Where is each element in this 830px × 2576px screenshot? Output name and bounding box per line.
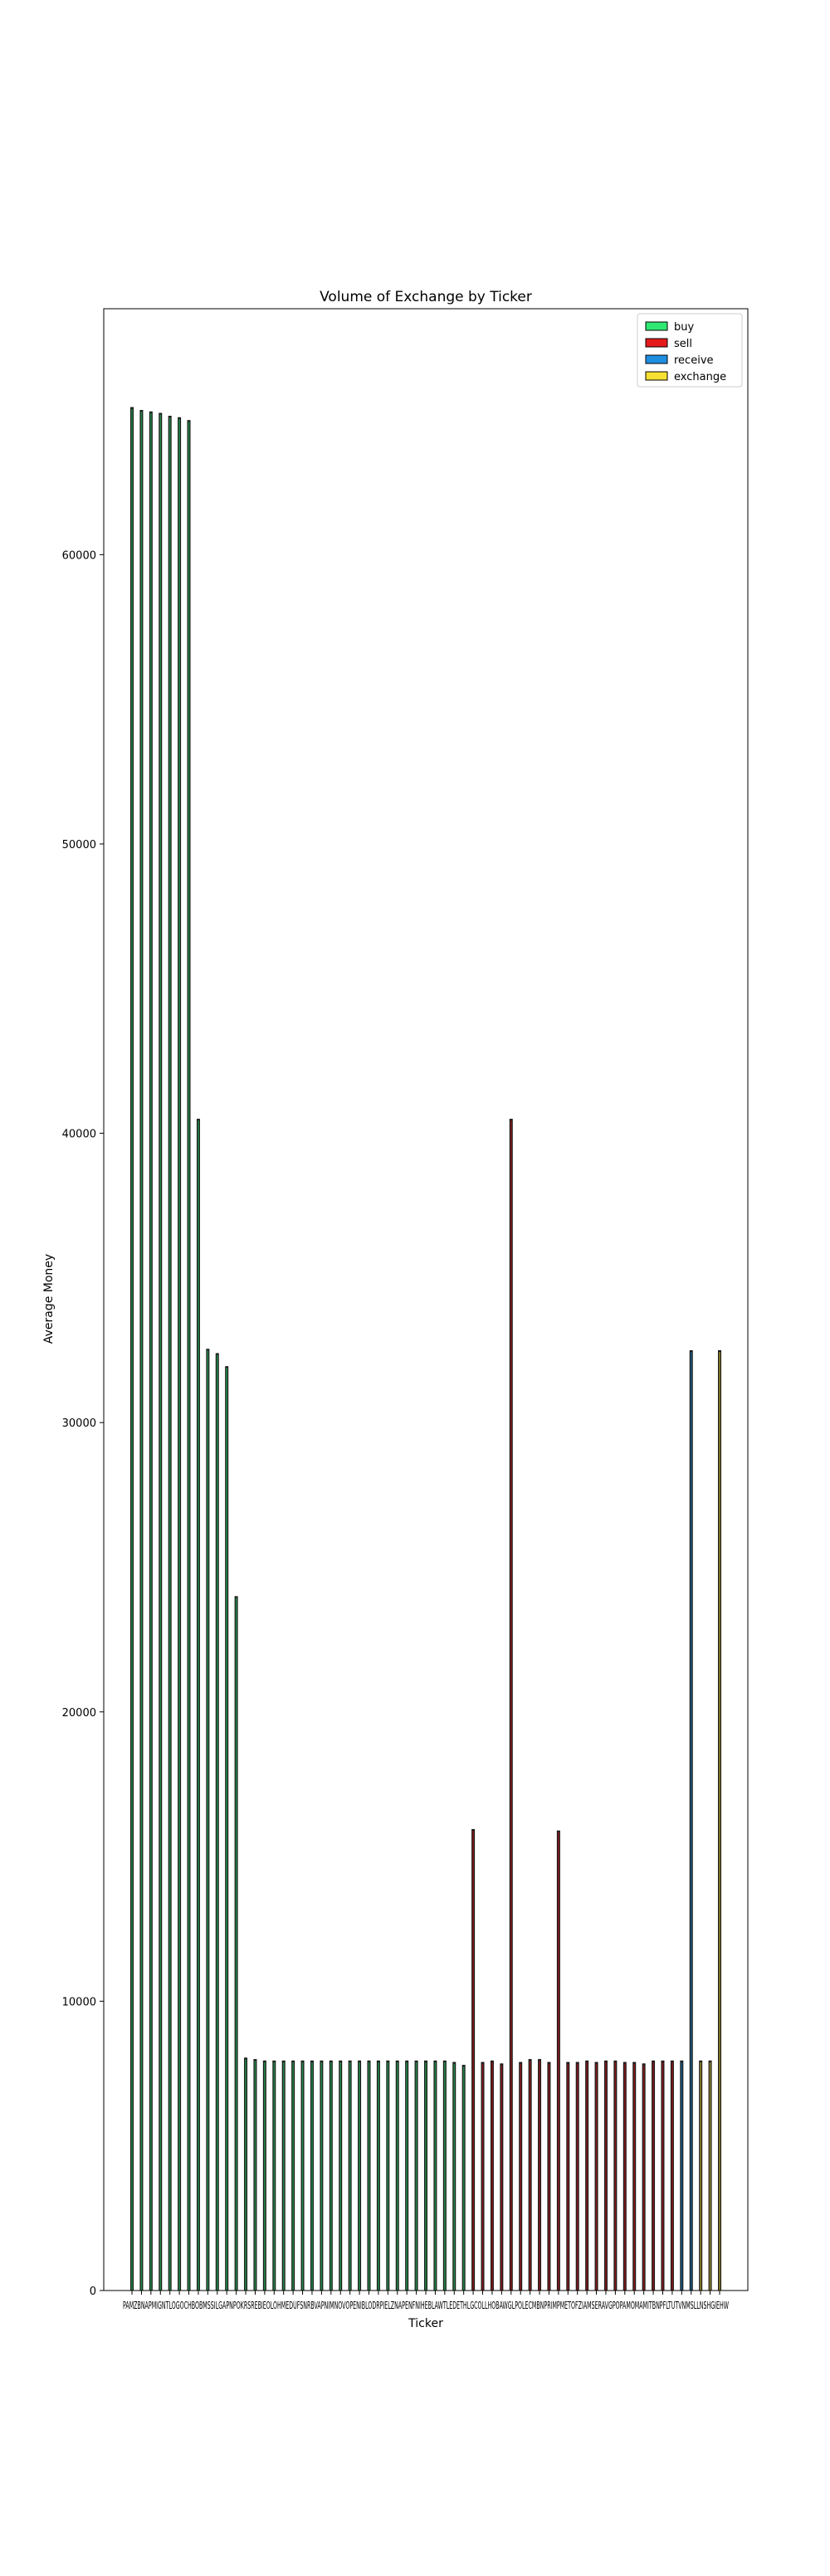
bar-receive-tint	[690, 1352, 692, 2291]
bar-buy-tint	[235, 1598, 237, 2291]
bar-buy-tint	[282, 2061, 285, 2291]
legend-swatch-sell	[645, 338, 668, 348]
bar-buy-tint	[415, 2061, 417, 2291]
bar-buy-tint	[245, 2059, 247, 2291]
bar-sell-tint	[671, 2061, 673, 2291]
bar-exchange-tint	[700, 2061, 701, 2291]
bar-sell-tint	[624, 2063, 626, 2291]
legend-swatch-exchange	[645, 371, 668, 381]
plot-frame	[103, 308, 749, 2291]
legend-swatch-buy	[645, 321, 668, 331]
bar-buy-tint	[178, 418, 180, 2291]
bar-buy-tint	[131, 408, 133, 2291]
y-tick-label: 50000	[62, 839, 96, 851]
y-tick-label: 60000	[62, 549, 96, 562]
bar-sell-tint	[595, 2063, 598, 2291]
bar-receive-tint	[681, 2061, 683, 2291]
bar-buy-tint	[330, 2061, 332, 2291]
bar-sell-tint	[567, 2063, 569, 2291]
bar-sell-tint	[652, 2061, 654, 2291]
bar-buy-tint	[368, 2061, 370, 2291]
bar-buy-tint	[207, 1350, 209, 2291]
y-axis-label: Average Money	[42, 1254, 56, 1344]
bar-exchange-tint	[709, 2061, 711, 2291]
bar-buy-tint	[216, 1354, 218, 2291]
bar-sell-tint	[548, 2063, 550, 2291]
legend-box	[637, 313, 743, 388]
bar-buy-tint	[254, 2061, 256, 2291]
bar-sell-tint	[481, 2063, 484, 2291]
bar-buy-tint	[387, 2061, 389, 2291]
bar-sell-tint	[642, 2065, 645, 2291]
bar-sell-tint	[520, 2063, 521, 2291]
bar-sell-tint	[576, 2063, 579, 2291]
bar-sell-tint	[472, 1830, 474, 2291]
y-tick-label: 0	[90, 2286, 96, 2298]
bar-sell-tint	[491, 2061, 493, 2291]
y-tick-label: 20000	[62, 1707, 96, 1720]
bar-buy-tint	[311, 2061, 313, 2291]
bar-buy-tint	[320, 2061, 323, 2291]
bar-buy-tint	[378, 2061, 379, 2291]
bar-sell-tint	[633, 2063, 636, 2291]
y-tick-label: 40000	[62, 1129, 96, 1141]
legend-label-buy: buy	[674, 321, 694, 334]
y-tick-label: 30000	[62, 1417, 96, 1430]
bar-buy-tint	[359, 2061, 360, 2291]
bar-sell-tint	[586, 2061, 588, 2291]
bar-sell-tint	[500, 2065, 503, 2291]
bar-buy-tint	[462, 2066, 465, 2291]
bar-buy-tint	[292, 2061, 294, 2291]
y-axis: 0 10000 20000 30000 40000 50000 60000	[62, 549, 104, 2298]
bar-buy-tint	[434, 2061, 437, 2291]
bar-sell-tint	[662, 2061, 664, 2291]
bar-buy-tint	[453, 2063, 456, 2291]
bar-buy-tint	[226, 1368, 227, 2291]
y-tick-label: 10000	[62, 1996, 96, 2008]
bar-buy-tint	[339, 2061, 342, 2291]
bar-buy-tint	[198, 1120, 199, 2291]
bar-sell-tint	[510, 1120, 512, 2291]
x-tick-labels: PAMZBNAPMIGNTLOGOCHBOBMSSILGAPNPOKRSREBI…	[123, 2299, 729, 2311]
legend-swatch-receive	[645, 354, 668, 364]
bar-buy-tint	[188, 422, 190, 2291]
bar-exchange-tint	[719, 1352, 720, 2291]
bar-sell-tint	[529, 2061, 531, 2291]
legend-label-sell: sell	[674, 338, 692, 350]
bar-sell-tint	[614, 2061, 617, 2291]
bar-buy-tint	[425, 2061, 427, 2291]
bar-buy-tint	[273, 2061, 276, 2291]
bar-buy-tint	[349, 2061, 351, 2291]
bar-buy-tint	[264, 2061, 266, 2291]
legend-label-receive: receive	[674, 354, 714, 367]
bar-buy-tint	[168, 417, 171, 2291]
bar-buy-tint	[150, 412, 152, 2291]
chart-title: Volume of Exchange by Ticker	[320, 289, 532, 305]
bar-sell-tint	[539, 2061, 540, 2291]
bar-sell-tint	[558, 1832, 559, 2291]
bar-buy-tint	[396, 2061, 398, 2291]
bar-sell-tint	[605, 2061, 607, 2291]
bar-buy-tint	[444, 2061, 446, 2291]
legend-label-exchange: exchange	[674, 371, 726, 383]
bar-buy-tint	[301, 2061, 304, 2291]
legend: buy sell receive exchange	[637, 313, 743, 388]
bars-group	[130, 407, 721, 2295]
bar-buy-tint	[140, 412, 143, 2291]
x-axis-label: Ticker	[408, 2317, 443, 2330]
bar-buy-tint	[159, 414, 162, 2291]
bar-buy-tint	[406, 2061, 408, 2291]
